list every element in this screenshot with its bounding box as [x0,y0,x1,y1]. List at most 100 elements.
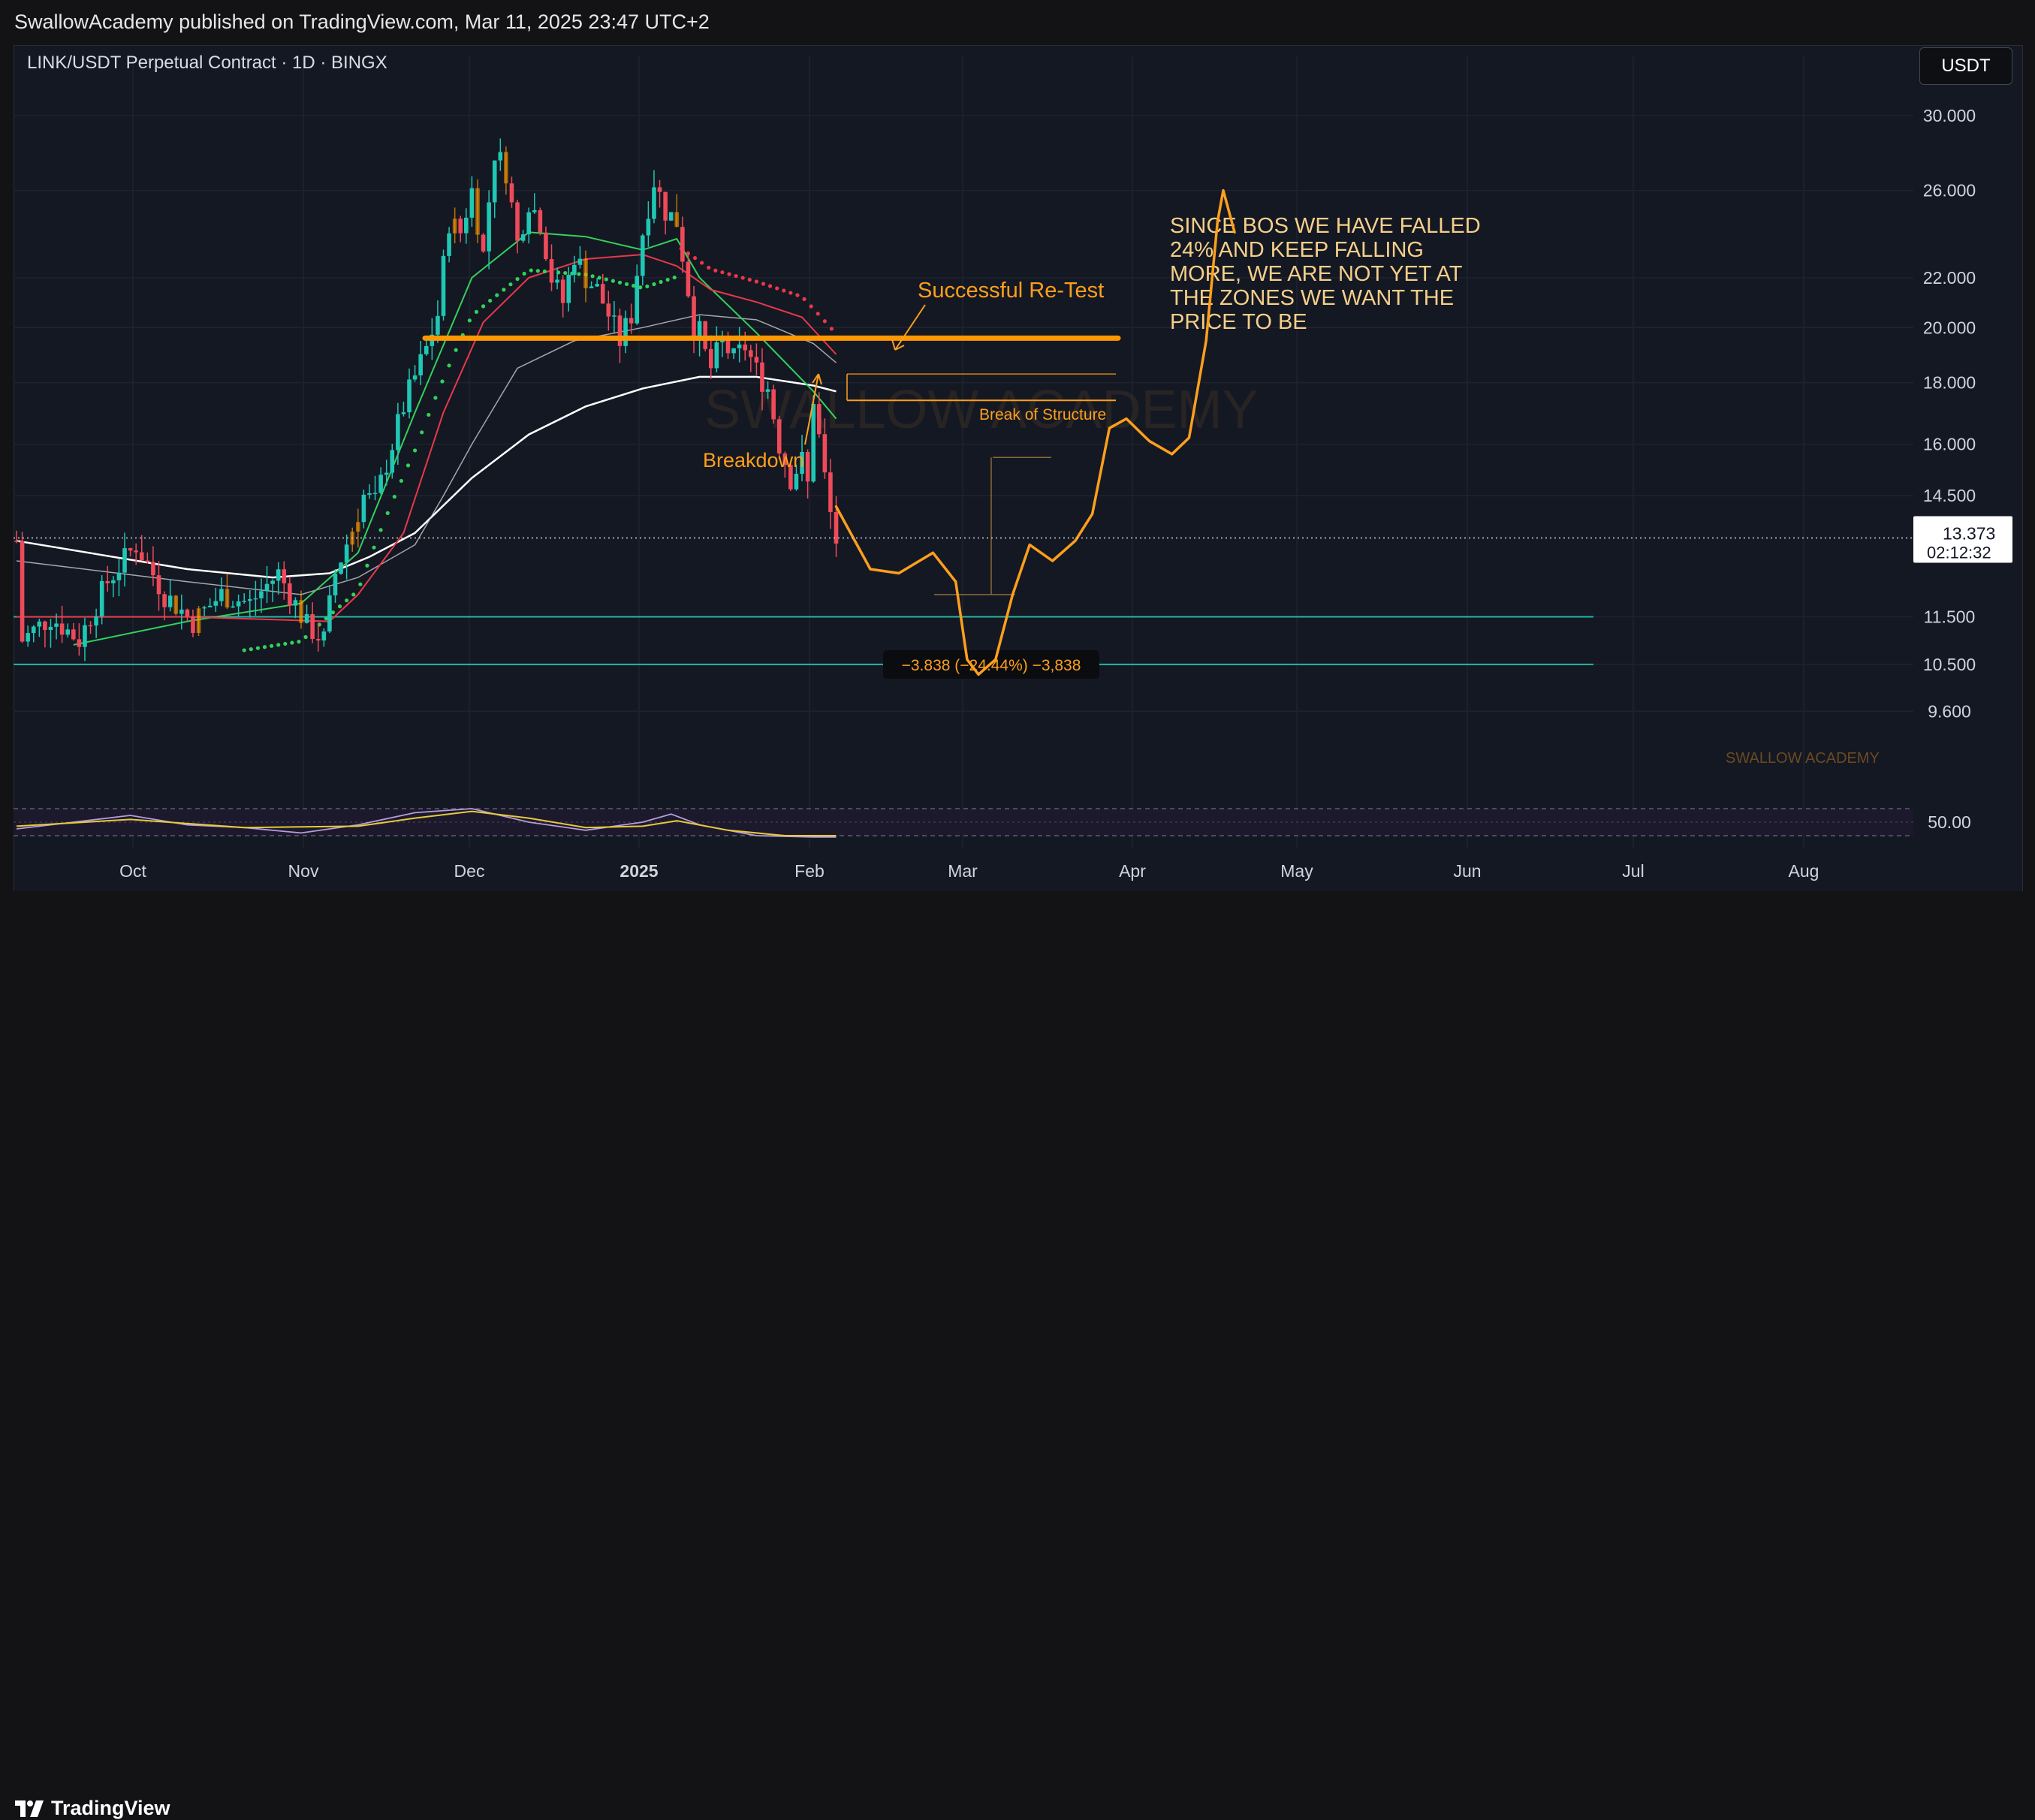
trail-dot [433,396,438,400]
trail-dot [324,616,328,621]
trail-dot [467,318,472,323]
note-line-3: MORE, WE ARE NOT YET AT [1170,262,1463,286]
trail-dot [754,279,759,284]
trail-dot [474,309,479,314]
trail-dot [563,270,568,276]
trail-dot [413,448,418,453]
candle-body [418,354,423,375]
candle-body [315,639,321,641]
trail-dot [405,463,411,468]
trail-dot [447,363,451,368]
trail-dot [454,348,458,352]
candle-body [743,344,748,351]
candle-body [617,315,623,346]
candle-body [487,202,491,252]
trail-dot [665,277,670,282]
trail-dot [440,379,445,384]
chart-frame[interactable] [14,45,2023,892]
corner-watermark: SWALLOW ACADEMY [1726,750,1880,767]
last-price-label: 13.373 [1943,524,1995,544]
candle-body [390,450,395,473]
price-tick-label: 26.000 [1923,181,1976,200]
candle-body [828,472,833,512]
candle-body [475,188,480,235]
trail-dot [378,528,383,532]
trail-dot [262,645,267,649]
trail-dot [392,494,396,499]
rsi-axis-label: 50.00 [1928,812,1971,832]
candle-body [794,474,799,490]
candle-body [111,580,116,583]
trail-dot [502,288,506,292]
candle-body [401,412,406,414]
tradingview-logo-icon [15,1800,44,1817]
candle-body [321,631,327,641]
grid-lines [14,56,1913,848]
candle-body [464,217,469,234]
candle-body [344,544,349,563]
candle-body [378,475,383,493]
trail-dot [372,545,376,550]
candle-body [276,569,281,581]
candle-body [259,591,264,598]
candle-body [452,218,457,234]
candle-body [20,541,25,642]
trail-dot [638,285,643,290]
trail-dot [624,282,629,287]
candle-body [600,284,605,304]
candle-body [14,541,19,542]
currency-button[interactable]: USDT [1919,47,2012,85]
candle-body [595,284,599,287]
candle-body [167,595,173,607]
candle-body [299,600,303,623]
candle-body [555,279,559,283]
candle-body [469,188,475,218]
candle-body [424,345,429,354]
candle-body [270,580,275,584]
trail-dot [822,319,827,324]
candle-body [515,202,520,241]
trail-dot [515,276,520,282]
ma-red [17,253,837,622]
trail-dot [604,277,608,282]
candle-body [156,575,161,595]
candle-body [247,599,252,601]
candle-body [179,609,184,614]
candle-body [71,629,76,640]
candle-body [572,264,577,275]
candle-body [236,601,241,607]
candle-body [282,569,287,583]
trail-dot [775,286,779,291]
trail-dot [269,643,274,648]
note-line-1: SINCE BOS WE HAVE FALLED [1170,214,1481,238]
candle-body [612,315,617,317]
candle-body [606,303,611,317]
candle-body [657,187,662,192]
tradingview-logo[interactable]: TradingView [15,1797,170,1820]
candle-body [77,639,82,647]
trail-dot [809,304,813,309]
candle-body [577,258,583,265]
time-tick-label: Apr [1119,861,1146,881]
candle-body [26,633,30,642]
candle-body [396,414,400,450]
time-tick-label: Nov [288,861,319,881]
candle-body [412,375,418,380]
note-line-2: 24% AND KEEP FALLING [1170,238,1424,262]
candle-body [760,362,764,392]
candle-body [589,286,594,288]
trail-dot [590,274,595,279]
candle-body [641,235,645,276]
trail-dot [508,282,513,287]
candle-body [668,212,674,221]
time-tick-label: Mar [948,861,978,881]
footer-bar: TradingView [0,891,2035,1819]
candle-body [560,279,565,303]
trail-dot [365,563,369,568]
candle-body [526,212,531,235]
trail-dot [420,430,424,435]
candle-body [663,191,668,221]
price-tick-label: 11.500 [1924,607,1976,627]
candle-body [538,209,543,233]
